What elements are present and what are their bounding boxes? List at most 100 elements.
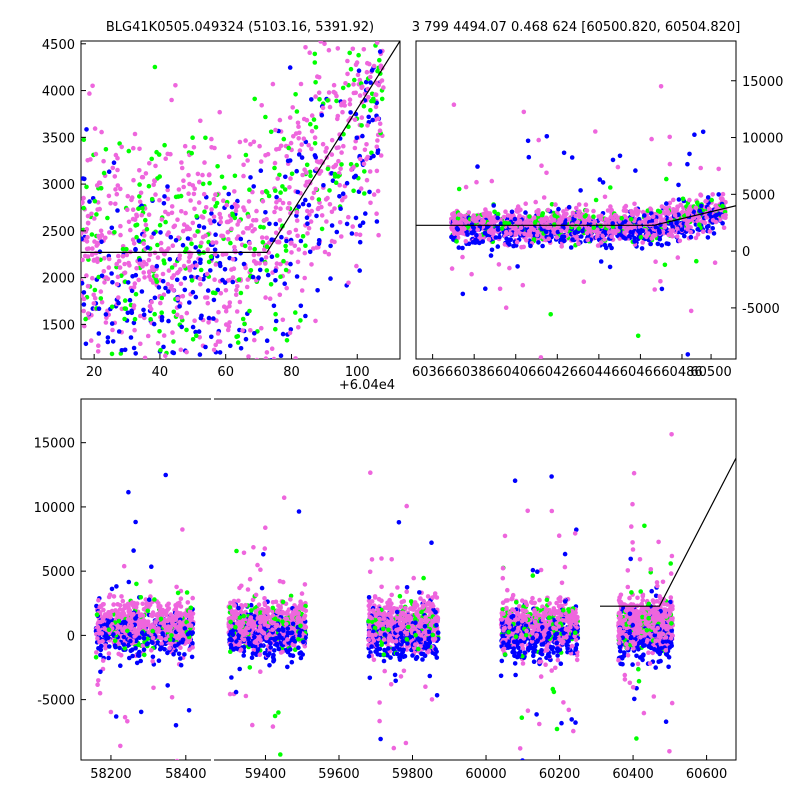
zoom-right-point-blue (610, 157, 616, 163)
zoom-right-point-pink (576, 241, 581, 246)
zoom-left-point-blue (98, 400, 103, 405)
zoom-right-point-pink (684, 221, 690, 227)
zoom-left-point-pink (328, 10, 333, 15)
zoom-left-point-green (173, 194, 179, 200)
zoom-left-point-pink (227, 320, 232, 325)
zoom-left-point-blue (211, 297, 217, 303)
full-point-pink (174, 584, 179, 590)
zoom-left-point-green (189, 278, 195, 283)
full-point-pink (170, 620, 175, 626)
zoom-left-point-pink (88, 157, 93, 162)
zoom-left-point-blue (348, 110, 353, 115)
zoom-right-point-pink (517, 219, 523, 224)
zoom-right-point-blue (610, 221, 615, 226)
full-point-pink (228, 600, 233, 606)
zoom-left-point-pink (301, 116, 307, 122)
zoom-left-point-blue (279, 234, 284, 240)
zoom-left-point-green (171, 399, 176, 404)
zoom-right-y-tick-label: 10000 (742, 132, 783, 147)
zoom-right-point-pink (513, 225, 518, 231)
zoom-right-point-blue (710, 226, 715, 231)
zoom-left-point-green (325, 166, 331, 172)
zoom-left-point-blue (358, 2, 363, 7)
zoom-left-point-pink (263, 356, 269, 359)
zoom-right-point-pink (532, 215, 537, 220)
zoom-left-point-green (120, 246, 126, 252)
full-point-blue (258, 643, 264, 648)
zoom-right-point-blue (609, 245, 614, 251)
zoom-right-y-tick-label: 15000 (742, 75, 783, 90)
full-point-pink (126, 617, 132, 623)
zoom-left-point-pink (319, 213, 325, 218)
zoom-left-point-pink (191, 145, 197, 150)
zoom-left-point-green (334, 98, 339, 104)
zoom-left-point-pink (251, 252, 257, 258)
zoom-left-point-pink (263, 295, 268, 300)
zoom-left-point-pink (361, 10, 366, 15)
zoom-left-point-pink (221, 304, 227, 310)
zoom-right-point-blue (657, 236, 663, 242)
zoom-right-point-blue (687, 151, 692, 157)
full-point-blue (276, 646, 282, 652)
zoom-left-point-pink (269, 346, 275, 352)
zoom-left-point-blue (83, 341, 89, 347)
zoom-left-point-pink (315, 206, 321, 212)
full-point-pink (184, 613, 189, 619)
zoom-right-point-pink (486, 237, 492, 242)
zoom-left-point-pink (150, 280, 156, 285)
zoom-right-point-pink (539, 163, 544, 168)
zoom-left-point-pink (97, 180, 103, 186)
full-point-pink (156, 601, 161, 606)
zoom-left-point-pink (296, 247, 302, 252)
zoom-left-point-blue (356, 68, 362, 73)
zoom-left-point-pink (113, 187, 118, 192)
zoom-left-point-blue (131, 345, 137, 351)
zoom-left-point-pink (127, 263, 132, 268)
zoom-left-point-green (158, 347, 163, 353)
full-point-blue (121, 634, 127, 640)
zoom-left-point-pink (213, 192, 218, 197)
full-point-green (150, 628, 155, 634)
zoom-left-point-green (157, 174, 162, 179)
zoom-right-point-green (638, 235, 644, 240)
full-point-blue (182, 652, 187, 657)
zoom-left-point-pink (212, 277, 217, 283)
zoom-right-point-blue (659, 286, 665, 292)
zoom-right-point-pink (598, 216, 604, 222)
zoom-left-point-pink (89, 211, 94, 217)
full-point-pink (148, 612, 154, 618)
zoom-left-point-pink (89, 252, 95, 257)
zoom-left-point-green (273, 326, 278, 332)
zoom-left-point-green (252, 246, 257, 252)
zoom-left-point-pink (257, 143, 262, 149)
zoom-left-point-pink (254, 208, 259, 214)
zoom-left-point-pink (175, 296, 180, 302)
zoom-left-point-pink (366, 94, 371, 100)
zoom-right-point-blue (543, 229, 549, 235)
zoom-left-point-blue (85, 431, 90, 436)
zoom-left-point-blue (319, 112, 325, 118)
zoom-left-point-pink (225, 327, 231, 333)
zoom-left-point-blue (211, 316, 216, 321)
zoom-right-point-pink (576, 202, 582, 207)
zoom-left-point-green (103, 147, 109, 152)
zoom-left-point-pink (125, 193, 131, 199)
zoom-left-points (81, 2, 386, 436)
zoom-left-point-pink (131, 145, 136, 151)
full-point-pink (301, 616, 307, 622)
full-point-pink (281, 495, 287, 501)
zoom-left-point-pink (232, 189, 237, 194)
zoom-left-point-pink (277, 117, 283, 123)
zoom-right-point-pink (451, 231, 457, 236)
full-point-blue (139, 630, 145, 635)
zoom-left-point-pink (364, 5, 369, 10)
zoom-right-point-pink (695, 218, 700, 224)
zoom-right-point-pink (615, 164, 621, 170)
zoom-left-point-pink (84, 239, 90, 244)
zoom-left-point-green (294, 109, 300, 114)
zoom-left-point-pink (260, 199, 266, 204)
zoom-right-point-pink (523, 201, 528, 206)
full-point-blue (296, 509, 302, 514)
zoom-left-y-tick-label: 3500 (42, 131, 75, 146)
zoom-left-point-pink (357, 93, 363, 98)
